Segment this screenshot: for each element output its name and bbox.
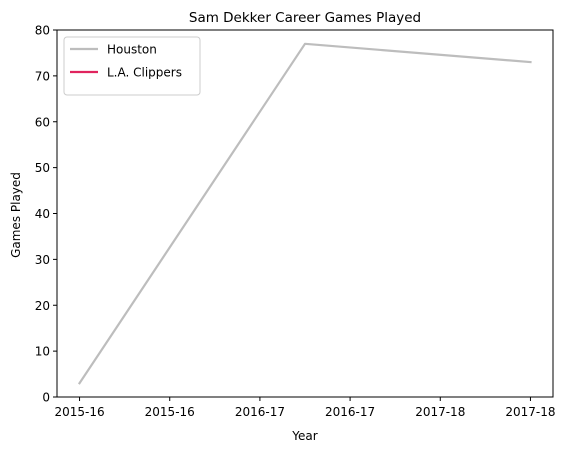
- x-tick-label: 2015-16: [145, 405, 195, 419]
- y-tick-label: 10: [35, 345, 50, 359]
- legend-label: L.A. Clippers: [107, 66, 182, 80]
- x-tick-label: 2017-18: [505, 405, 555, 419]
- y-tick-label: 80: [35, 24, 50, 38]
- y-tick-label: 40: [35, 207, 50, 221]
- legend: Houston L.A. Clippers: [63, 36, 201, 96]
- plot-area: 2015-16 2015-16 2016-17 2016-17 2017-18 2017-…: [35, 24, 556, 420]
- x-tick-label: 2017-18: [415, 405, 465, 419]
- x-axis-label: Year: [291, 429, 317, 443]
- y-tick-label: 0: [42, 391, 50, 405]
- y-tick-label: 70: [35, 69, 50, 83]
- x-tick-label: 2016-17: [325, 405, 375, 419]
- y-tick-label: 30: [35, 253, 50, 267]
- y-axis-label: Games Played: [9, 172, 23, 258]
- legend-frame: [63, 36, 201, 96]
- x-tick-label: 2015-16: [54, 405, 104, 419]
- x-tick-label: 2016-17: [235, 405, 285, 419]
- chart-title: Sam Dekker Career Games Played: [189, 10, 421, 26]
- legend-label: Houston: [107, 43, 157, 57]
- y-tick-label: 60: [35, 115, 50, 129]
- series-line-houston: [77, 42, 532, 385]
- y-tick-label: 50: [35, 161, 50, 175]
- y-tick-label: 20: [35, 299, 50, 313]
